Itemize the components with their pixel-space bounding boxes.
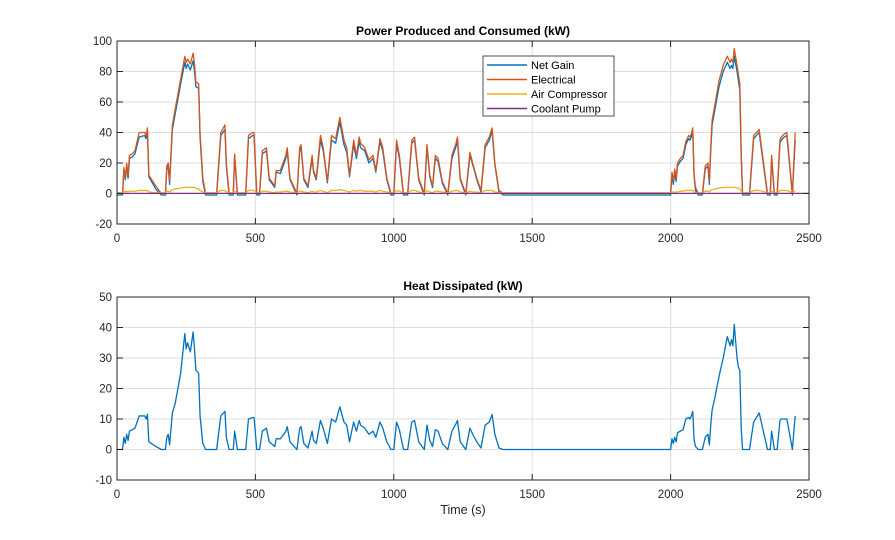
heat-tick-marks [116,296,810,481]
power-y-tick-labels: -20 0 20 40 60 80 100 [93,36,112,231]
heat-y-tick-label: 0 [106,445,112,457]
series-line-air-compressor [117,186,796,194]
power-y-tick-label: 0 [106,189,112,201]
power-legend: Net Gain Electrical Air Compressor Coolant … [482,55,615,117]
series-line-net-gain [117,55,796,196]
power-y-tick-label: 100 [93,36,112,48]
power-x-tick-label: 1000 [381,233,407,245]
power-tick-marks [116,40,810,225]
legend-label-net-gain: Net Gain [531,60,574,72]
heat-x-tick-label: 0 [114,489,120,501]
legend-label-air-compressor: Air Compressor [531,89,608,101]
heat-x-tick-label: 1000 [381,489,407,501]
power-y-tick-label: -20 [95,219,112,231]
heat-y-tick-label: -10 [95,475,112,487]
power-x-tick-label: 2500 [796,233,822,245]
heat-x-tick-label: 2500 [796,489,822,501]
power-x-tick-label: 2000 [658,233,684,245]
heat-series-lines [117,323,796,451]
power-x-tick-label: 500 [246,233,265,245]
heat-chart-title: Heat Dissipated (kW) [403,279,522,293]
heat-grid [117,297,809,480]
power-series-lines [117,47,809,196]
power-y-tick-label: 80 [99,67,112,79]
power-y-tick-label: 60 [99,97,112,109]
heat-x-tick-label: 2000 [658,489,684,501]
series-line-electrical [117,47,796,195]
heat-y-tick-label: 50 [99,292,112,304]
heat-x-tick-label: 500 [246,489,265,501]
series-line-heat-dissipated [117,323,796,451]
power-x-tick-labels: 0 500 1000 1500 2000 2500 [114,233,822,245]
power-x-tick-label: 0 [114,233,120,245]
heat-x-tick-label: 1500 [519,489,545,501]
legend-label-coolant-pump: Coolant Pump [531,104,601,116]
power-x-tick-label: 1500 [519,233,545,245]
heat-y-tick-label: 40 [99,323,112,335]
power-y-tick-label: 20 [99,158,112,170]
legend-box [482,55,615,117]
power-chart-title: Power Produced and Consumed (kW) [356,24,570,38]
heat-y-tick-label: 30 [99,353,112,365]
power-y-tick-label: 40 [99,128,112,140]
legend-label-electrical: Electrical [531,75,576,87]
heat-y-tick-labels: -10 0 10 20 30 40 50 [95,292,112,487]
heat-x-tick-labels: 0 500 1000 1500 2000 2500 [114,489,822,501]
heat-y-tick-label: 10 [99,414,112,426]
x-axis-label: Time (s) [440,503,485,517]
heat-y-tick-label: 20 [99,384,112,396]
